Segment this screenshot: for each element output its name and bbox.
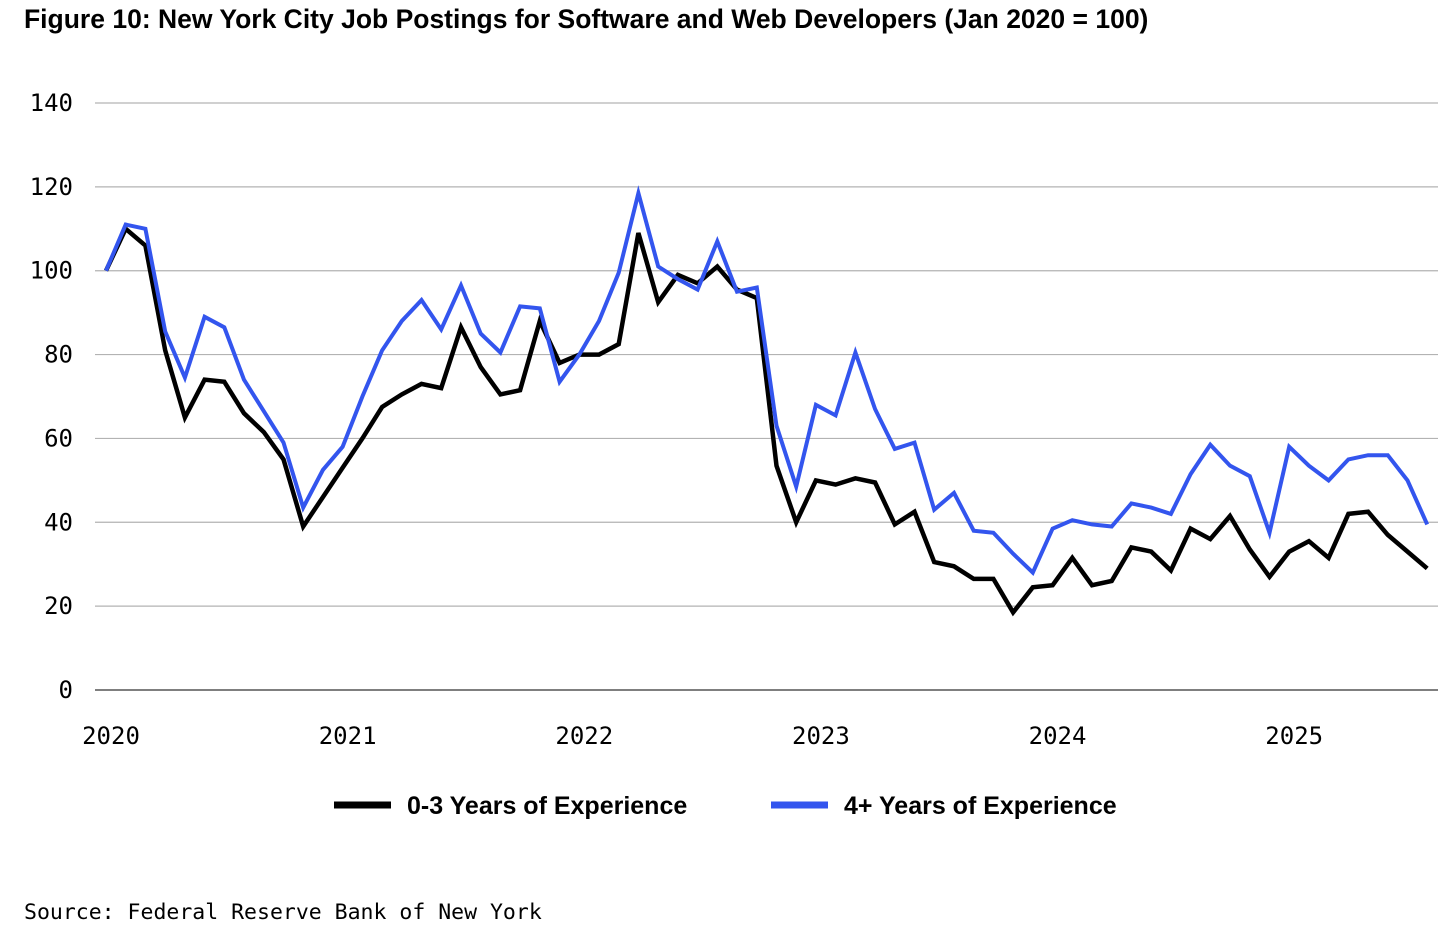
y-tick-label-100: 100 <box>30 257 73 285</box>
legend-label-1: 4+ Years of Experience <box>844 792 1117 820</box>
series-line-4-plus-years <box>104 185 1430 577</box>
y-tick-label-120: 120 <box>30 173 73 201</box>
source-note: Source: Federal Reserve Bank of New York <box>24 900 542 925</box>
chart-title: Figure 10: New York City Job Postings fo… <box>24 4 1149 34</box>
y-tick-label-40: 40 <box>44 508 73 536</box>
y-tick-label-0: 0 <box>59 676 73 704</box>
legend-label-0: 0-3 Years of Experience <box>407 792 687 820</box>
gridlines <box>95 102 1438 691</box>
x-tick-label-2025: 2025 <box>1265 722 1323 750</box>
x-tick-label-2024: 2024 <box>1029 722 1087 750</box>
x-axis-tick-labels: 2020 2021 2022 2023 2024 2025 <box>82 722 1323 750</box>
y-tick-label-60: 60 <box>44 424 73 452</box>
series-line-0-3-years <box>103 225 1429 617</box>
y-axis-tick-labels: 0 20 40 60 80 100 120 140 <box>30 89 73 704</box>
x-tick-label-2023: 2023 <box>792 722 850 750</box>
y-tick-label-80: 80 <box>44 341 73 369</box>
y-tick-label-140: 140 <box>30 89 73 117</box>
x-tick-label-2022: 2022 <box>555 722 613 750</box>
y-tick-label-20: 20 <box>44 592 73 620</box>
x-tick-label-2020: 2020 <box>82 722 140 750</box>
x-tick-label-2021: 2021 <box>319 722 377 750</box>
legend: 0-3 Years of Experience 4+ Years of Exper… <box>334 792 1117 820</box>
series-lines <box>103 185 1430 617</box>
